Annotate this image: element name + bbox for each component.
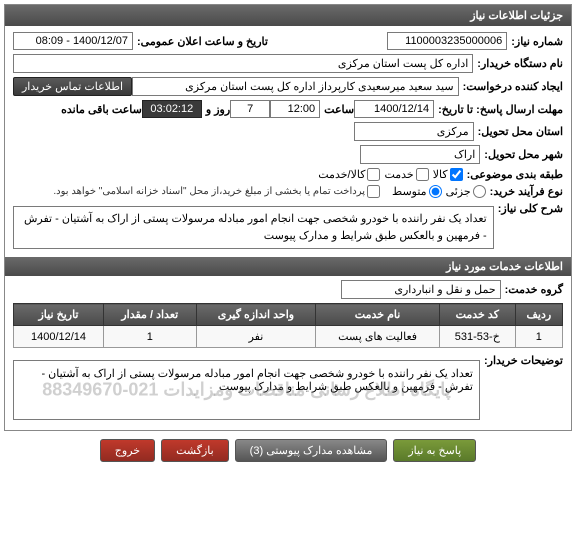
pay-note-check[interactable] <box>367 185 380 198</box>
th-code: کد خدمت <box>439 304 515 326</box>
desc-box: تعداد یک نفر راننده با خودرو شخصی جهت ان… <box>13 206 494 249</box>
row-buyer: نام دستگاه خریدار: اداره کل پست استان مر… <box>13 54 563 73</box>
process-label: نوع فرآیند خرید: <box>490 185 563 198</box>
th-name: نام خدمت <box>316 304 440 326</box>
province-label: استان محل تحویل: <box>478 125 563 138</box>
proc-small-radio[interactable] <box>473 185 486 198</box>
class-both-check[interactable] <box>367 168 380 181</box>
exit-button[interactable]: خروج <box>100 439 155 462</box>
class-goods-label: کالا <box>433 168 448 181</box>
class-goods-opt[interactable]: کالا <box>433 168 463 181</box>
requester-field: سید سعید میرسعیدی کارپرداز اداره کل پست … <box>132 77 459 96</box>
requester-label: ایجاد کننده درخواست: <box>463 80 563 93</box>
buyer-notes-label: توضیحات خریدار: <box>484 354 563 367</box>
td-qty: 1 <box>104 326 197 348</box>
proc-med-label: متوسط <box>392 185 427 198</box>
days-label: روز و <box>206 103 230 116</box>
row-desc: شرح کلی نیاز: تعداد یک نفر راننده با خود… <box>13 202 563 253</box>
buyer-notes-box: تعداد یک نفر راننده با خودرو شخصی جهت ان… <box>13 360 480 420</box>
services-table: ردیف کد خدمت نام خدمت واحد اندازه گیری ت… <box>13 303 563 348</box>
class-both-opt[interactable]: کالا/خدمت <box>318 168 380 181</box>
proc-med-opt[interactable]: متوسط <box>392 185 442 198</box>
reply-button[interactable]: پاسخ به نیاز <box>393 439 476 462</box>
pay-note-label: پرداخت تمام یا بخشی از مبلغ خرید،از محل … <box>53 186 365 197</box>
group-field: حمل و نقل و انبارداری <box>341 280 501 299</box>
th-unit: واحد اندازه گیری <box>196 304 316 326</box>
desc-label: شرح کلی نیاز: <box>498 202 563 215</box>
class-service-label: خدمت <box>384 168 413 181</box>
th-date: تاریخ نیاز <box>14 304 104 326</box>
class-service-check[interactable] <box>416 168 429 181</box>
td-unit: نفر <box>196 326 316 348</box>
province-field: مرکزی <box>354 122 474 141</box>
row-need-announce: شماره نیاز: 1100003235000006 تاریخ و ساع… <box>13 32 563 50</box>
buyer-label: نام دستگاه خریدار: <box>477 57 563 70</box>
class-label: طبقه بندی موضوعی: <box>467 168 563 181</box>
th-row: ردیف <box>515 304 562 326</box>
days-field: 7 <box>230 100 270 118</box>
city-label: شهر محل تحویل: <box>484 148 563 161</box>
remain-time-field: 03:02:12 <box>142 100 202 118</box>
table-header-row: ردیف کد خدمت نام خدمت واحد اندازه گیری ت… <box>14 304 563 326</box>
row-process: نوع فرآیند خرید: جزئی متوسط پرداخت تمام … <box>13 185 563 198</box>
row-city: شهر محل تحویل: اراک <box>13 145 563 164</box>
info-subheader: اطلاعات خدمات مورد نیاز <box>5 257 571 276</box>
announce-field: 1400/12/07 - 08:09 <box>13 32 133 50</box>
group-label: گروه خدمت: <box>505 283 563 296</box>
deadline-date-field: 1400/12/14 <box>354 100 434 118</box>
td-code: خ-53-531 <box>439 326 515 348</box>
announce-label: تاریخ و ساعت اعلان عمومی: <box>137 35 268 48</box>
row-group: گروه خدمت: حمل و نقل و انبارداری <box>13 280 563 299</box>
buyer-field: اداره کل پست استان مرکزی <box>13 54 473 73</box>
attachments-button[interactable]: مشاهده مدارک پیوستی (3) <box>235 439 388 462</box>
contact-buyer-button[interactable]: اطلاعات تماس خریدار <box>13 77 132 96</box>
row-class: طبقه بندی موضوعی: کالا خدمت کالا/خدمت <box>13 168 563 181</box>
row-deadline: مهلت ارسال پاسخ: تا تاریخ: 1400/12/14 سا… <box>13 100 563 118</box>
pay-note-opt[interactable]: پرداخت تمام یا بخشی از مبلغ خرید،از محل … <box>53 185 380 198</box>
th-qty: تعداد / مقدار <box>104 304 197 326</box>
row-requester: ایجاد کننده درخواست: سید سعید میرسعیدی ک… <box>13 77 563 96</box>
need-no-label: شماره نیاز: <box>511 35 563 48</box>
main-panel: جزئیات اطلاعات نیاز شماره نیاز: 11000032… <box>4 4 572 431</box>
table-row[interactable]: 1 خ-53-531 فعالیت های پست نفر 1 1400/12/… <box>14 326 563 348</box>
deadline-label: مهلت ارسال پاسخ: تا تاریخ: <box>438 103 563 116</box>
process-radios: جزئی متوسط <box>392 185 486 198</box>
row-buyer-notes: توضیحات خریدار: تعداد یک نفر راننده با خ… <box>13 354 563 420</box>
class-service-opt[interactable]: خدمت <box>384 168 428 181</box>
panel-body: شماره نیاز: 1100003235000006 تاریخ و ساع… <box>5 26 571 430</box>
panel-title: جزئیات اطلاعات نیاز <box>5 5 571 26</box>
buyer-notes-text: تعداد یک نفر راننده با خودرو شخصی جهت ان… <box>20 367 473 393</box>
back-button[interactable]: بازگشت <box>161 439 229 462</box>
class-checks: کالا خدمت کالا/خدمت <box>318 168 462 181</box>
remain-label: ساعت باقی مانده <box>61 103 142 116</box>
class-both-label: کالا/خدمت <box>318 168 365 181</box>
city-field: اراک <box>360 145 480 164</box>
row-province: استان محل تحویل: مرکزی <box>13 122 563 141</box>
proc-small-opt[interactable]: جزئی <box>446 185 486 198</box>
time-label-1: ساعت <box>324 103 354 116</box>
td-row: 1 <box>515 326 562 348</box>
td-name: فعالیت های پست <box>316 326 440 348</box>
proc-small-label: جزئی <box>446 185 471 198</box>
footer-buttons: پاسخ به نیاز مشاهده مدارک پیوستی (3) باز… <box>4 439 572 462</box>
proc-med-radio[interactable] <box>429 185 442 198</box>
td-date: 1400/12/14 <box>14 326 104 348</box>
class-goods-check[interactable] <box>450 168 463 181</box>
need-no-field: 1100003235000006 <box>387 32 507 50</box>
deadline-time-field: 12:00 <box>270 100 320 118</box>
